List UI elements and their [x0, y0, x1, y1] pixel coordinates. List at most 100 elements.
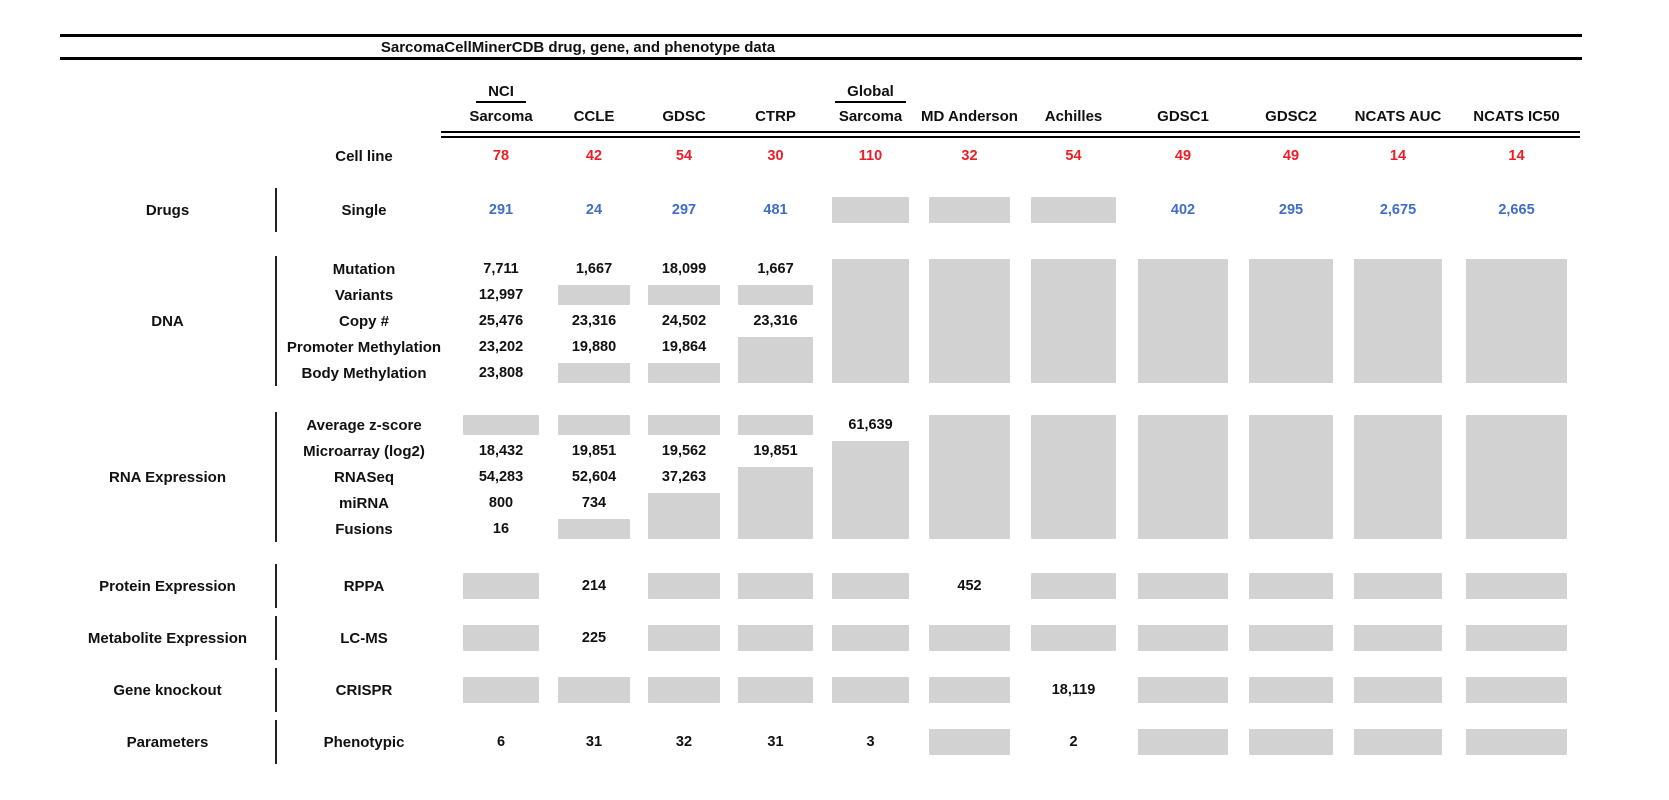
data-cell-nci_sarcoma: 54,283 — [478, 469, 524, 485]
no-data-box-ccle — [558, 415, 630, 435]
data-cell-ccle: 19,880 — [571, 339, 617, 355]
no-data-box-md_anderson — [929, 259, 1010, 383]
column-header-top-nci_sarcoma: NCI — [453, 82, 549, 104]
section-gene-knockout: Gene knockout CRISPR 18,119 — [60, 668, 1582, 712]
section-dna: DNA Mutation 7,711 1,667 18,099 1,667 Variants… — [60, 256, 1582, 386]
no-data-box-gdsc — [648, 415, 720, 435]
data-cell-gdsc: 37,263 — [661, 469, 707, 485]
no-data-box-gdsc1 — [1138, 677, 1228, 703]
data-cell-achilles: 18,119 — [1051, 682, 1096, 698]
no-data-box-achilles — [1030, 197, 1117, 223]
row-label-variants: Variants — [334, 286, 394, 304]
data-availability-table: SarcomaCellMinerCDB drug, gene, and phen… — [60, 34, 1582, 764]
column-header-ncats_auc: NCATS AUC — [1354, 107, 1442, 125]
no-data-box-gdsc1 — [1138, 729, 1228, 755]
data-cell-nci_sarcoma: 18,432 — [478, 443, 524, 459]
column-header-gdsc: GDSC — [662, 107, 706, 125]
data-cell-ncats_ic50: 2,665 — [1498, 202, 1535, 218]
cell-line-count-nci_sarcoma: 78 — [492, 148, 510, 164]
no-data-box-ncats_ic50 — [1465, 573, 1568, 599]
section-parameters: Parameters Phenotypic 6 31 32 31 3 2 — [60, 720, 1582, 764]
cell-line-count-global_sarcoma: 110 — [858, 148, 883, 164]
category-divider — [275, 616, 277, 660]
no-data-box-ncats_ic50 — [1465, 415, 1568, 539]
cell-line-label: Cell line — [335, 147, 393, 165]
no-data-box-ccle — [558, 519, 630, 539]
data-cell-global_sarcoma: 61,639 — [848, 417, 893, 433]
no-data-box-ncats_auc — [1354, 677, 1442, 703]
no-data-box-achilles — [1030, 573, 1117, 599]
column-header-ccle: CCLE — [573, 107, 615, 125]
data-cell-ccle: 23,316 — [571, 313, 617, 329]
no-data-box-global_sarcoma — [831, 259, 910, 383]
no-data-box-gdsc — [648, 573, 720, 599]
data-cell-gdsc: 24,502 — [661, 313, 707, 329]
no-data-box-nci_sarcoma — [462, 677, 540, 703]
data-cell-nci_sarcoma: 6 — [496, 734, 506, 750]
category-label-rna-expression: RNA Expression — [109, 468, 226, 486]
no-data-box-ctrp — [738, 625, 813, 651]
row-label-average-z-score: Average z-score — [306, 416, 422, 434]
data-cell-ctrp: 481 — [763, 202, 788, 218]
category-divider — [275, 668, 277, 712]
column-header-top-label: Global — [835, 83, 906, 103]
data-cell-ccle: 19,851 — [571, 443, 617, 459]
cell-line-count-ncats_ic50: 14 — [1508, 148, 1525, 164]
data-cell-gdsc: 32 — [675, 734, 693, 750]
no-data-box-gdsc1 — [1138, 259, 1228, 383]
no-data-box-md_anderson — [929, 625, 1010, 651]
no-data-box-gdsc2 — [1249, 625, 1333, 651]
no-data-box-nci_sarcoma — [462, 415, 540, 435]
column-header-top-label: NCI — [476, 83, 526, 103]
data-cell-ccle: 24 — [585, 202, 603, 218]
data-cell-ccle: 225 — [581, 630, 607, 646]
no-data-box-achilles — [1030, 415, 1117, 539]
no-data-box-ctrp — [738, 337, 813, 383]
no-data-box-gdsc2 — [1249, 729, 1333, 755]
no-data-box-gdsc — [648, 677, 720, 703]
no-data-box-achilles — [1030, 259, 1117, 383]
column-headers: NCI Sarcoma CCLE GDSC CTRP Global Sarcoma MD An… — [60, 82, 1582, 138]
data-cell-nci_sarcoma: 25,476 — [478, 313, 524, 329]
row-label-body-methylation: Body Methylation — [301, 364, 427, 382]
no-data-box-nci_sarcoma — [462, 625, 540, 651]
data-cell-gdsc: 19,864 — [661, 339, 707, 355]
data-cell-nci_sarcoma: 7,711 — [483, 261, 519, 277]
data-cell-ncats_auc: 2,675 — [1379, 202, 1417, 218]
column-header-gdsc2: GDSC2 — [1265, 107, 1317, 125]
category-divider — [275, 188, 277, 232]
header-double-rule — [441, 131, 1580, 138]
no-data-box-ccle — [558, 285, 630, 305]
title-band: SarcomaCellMinerCDB drug, gene, and phen… — [60, 34, 1582, 60]
no-data-box-ctrp — [738, 677, 813, 703]
no-data-box-ctrp — [738, 573, 813, 599]
cell-line-count-ncats_auc: 14 — [1389, 148, 1407, 164]
no-data-box-ncats_ic50 — [1465, 259, 1568, 383]
data-cell-ctrp: 19,851 — [753, 443, 798, 459]
row-label-phenotypic: Phenotypic — [323, 733, 405, 751]
row-label-lc-ms: LC-MS — [340, 629, 388, 647]
row-label-microarray-log2-: Microarray (log2) — [303, 442, 425, 460]
data-cell-nci_sarcoma: 23,202 — [478, 339, 524, 355]
no-data-box-global_sarcoma — [831, 573, 910, 599]
cell-line-count-ccle: 42 — [585, 148, 603, 164]
data-cell-gdsc: 297 — [671, 202, 697, 218]
no-data-box-ccle — [558, 677, 630, 703]
no-data-box-global_sarcoma — [831, 441, 910, 539]
no-data-box-gdsc1 — [1138, 625, 1228, 651]
no-data-box-gdsc — [648, 625, 720, 651]
category-label-gene-knockout: Gene knockout — [113, 681, 222, 699]
data-cell-nci_sarcoma: 16 — [492, 521, 510, 537]
no-data-box-ncats_auc — [1354, 625, 1442, 651]
no-data-box-gdsc1 — [1138, 415, 1228, 539]
section-drugs: Drugs Single 291 24 297 481 402 295 2,675 2,665 — [60, 188, 1582, 232]
column-header-ctrp: CTRP — [755, 107, 796, 125]
no-data-box-md_anderson — [929, 677, 1010, 703]
row-label-promoter-methylation: Promoter Methylation — [286, 338, 442, 356]
data-cell-ccle: 214 — [581, 578, 607, 594]
cell-line-count-achilles: 54 — [1065, 148, 1082, 164]
section-rna-expression: RNA Expression Average z-score 61,639 Micro… — [60, 412, 1582, 542]
category-divider — [275, 720, 277, 764]
data-cell-gdsc: 18,099 — [661, 261, 707, 277]
no-data-box-ctrp — [738, 415, 813, 435]
